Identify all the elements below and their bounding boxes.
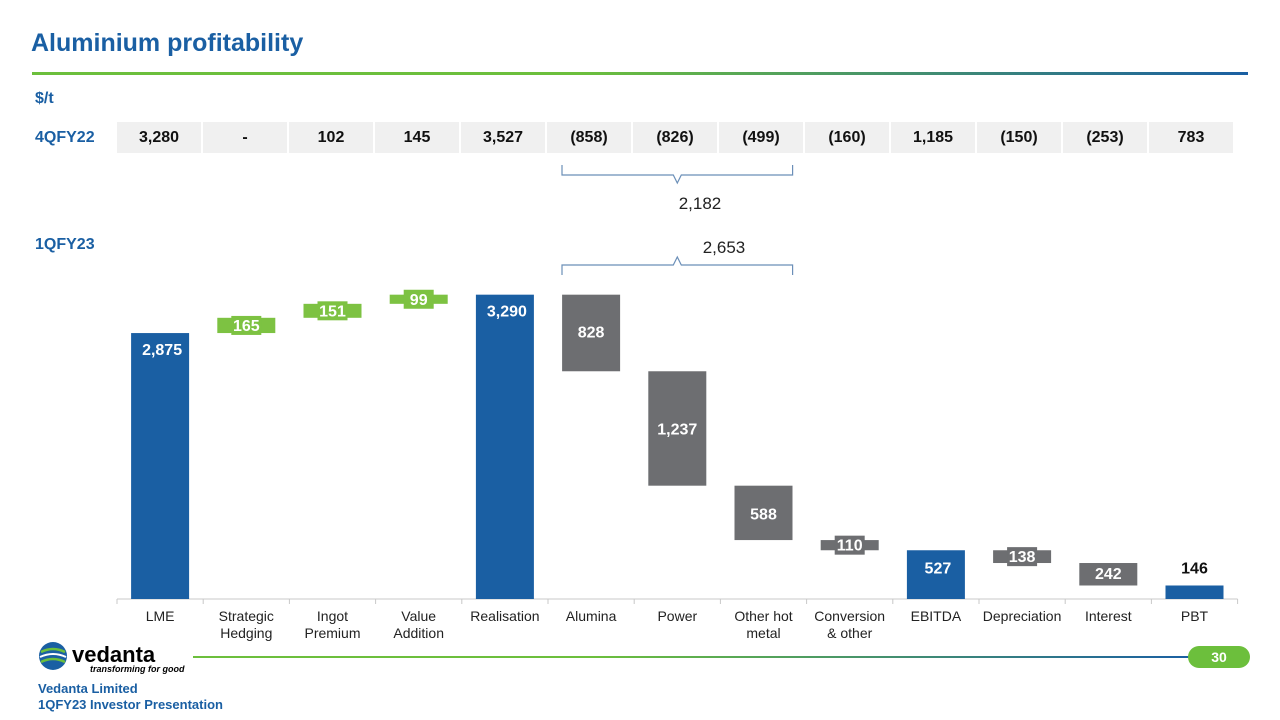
page-number-badge: 30 xyxy=(1188,646,1250,668)
bar-label-lme: 2,875 xyxy=(142,342,182,359)
x-tick-label: Strategic xyxy=(219,608,274,624)
unit-label: $/t xyxy=(35,90,54,107)
x-tick-label: Value xyxy=(401,608,436,624)
bar-label-box-strategic-hedging xyxy=(231,315,262,335)
bar-label-realisation: 3,290 xyxy=(487,304,527,321)
bar-label-ingot-premium: 151 xyxy=(319,303,346,320)
comparison-row-4qfy22: 3,280 - 102 145 3,527 (858) (826) (499) … xyxy=(117,122,1233,153)
bracket-label-1qfy23: 2,653 xyxy=(703,238,746,257)
bar-label-interest: 242 xyxy=(1095,566,1122,583)
x-tick-label: Alumina xyxy=(566,608,617,624)
vedanta-logo: vedanta transforming for good xyxy=(38,640,188,679)
comparison-cell: (858) xyxy=(547,122,631,153)
comparison-cell: 1,185 xyxy=(891,122,975,153)
bar-label-power: 1,237 xyxy=(657,421,697,438)
comparison-cell: 145 xyxy=(375,122,459,153)
bar-alumina xyxy=(562,294,621,372)
x-tick-label: metal xyxy=(746,625,780,641)
x-tick-label: Conversion xyxy=(814,608,885,624)
x-tick-label: Other hot xyxy=(734,608,792,624)
bar-lme xyxy=(131,333,190,599)
bar-label-conversion-other: 110 xyxy=(837,538,863,555)
comparison-cell: (150) xyxy=(977,122,1061,153)
bar-label-alumina: 828 xyxy=(578,325,605,342)
x-tick-label: Hedging xyxy=(220,625,272,641)
footer-company: Vedanta Limited 1QFY23 Investor Presenta… xyxy=(38,681,223,713)
bar-label-strategic-hedging: 165 xyxy=(233,318,260,335)
x-tick-label: PBT xyxy=(1181,608,1209,624)
bracket-label-4qfy22: 2,182 xyxy=(679,194,722,213)
bracket-4qfy22 xyxy=(561,165,794,185)
bar-label-value-addition: 99 xyxy=(410,292,428,309)
comparison-cell: (499) xyxy=(719,122,803,153)
bar-label-box-ingot-premium xyxy=(317,301,348,321)
company-name: Vedanta Limited xyxy=(38,681,138,696)
bar-interest xyxy=(1079,563,1138,586)
x-tick-label: Addition xyxy=(393,625,444,641)
bracket-1qfy23 xyxy=(561,255,794,275)
page-title: Aluminium profitability xyxy=(31,29,304,57)
x-tick-label: Realisation xyxy=(470,608,539,624)
bar-power xyxy=(648,371,707,486)
comparison-cell: - xyxy=(203,122,287,153)
brand-name: vedanta xyxy=(72,642,156,667)
bar-other-hot-metal xyxy=(734,485,793,541)
bar-pbt xyxy=(1165,585,1224,599)
comparison-cell: (160) xyxy=(805,122,889,153)
x-tick-label: Ingot xyxy=(317,608,348,624)
comparison-cell: 3,280 xyxy=(117,122,201,153)
x-tick-label: Interest xyxy=(1085,608,1132,624)
bar-ebitda xyxy=(906,550,965,599)
x-tick-label: & other xyxy=(827,625,872,641)
bar-label-other-hot-metal: 588 xyxy=(750,507,777,524)
presentation-name: 1QFY23 Investor Presentation xyxy=(38,697,223,712)
row-label-1qfy23: 1QFY23 xyxy=(35,236,95,253)
bar-label-box-conversion-other xyxy=(834,535,865,555)
x-tick-label: EBITDA xyxy=(911,608,962,624)
x-tick-label: Depreciation xyxy=(983,608,1062,624)
row-label-4qfy22: 4QFY22 xyxy=(35,129,95,146)
bar-label-depreciation: 138 xyxy=(1009,549,1036,566)
bar-label-pbt: 146 xyxy=(1181,560,1208,577)
bar-realisation xyxy=(475,294,534,599)
x-tick-label: Premium xyxy=(304,625,360,641)
title-divider xyxy=(32,72,1248,75)
brand-tagline: transforming for good xyxy=(90,664,185,674)
x-tick-label: Power xyxy=(657,608,697,624)
bar-label-ebitda: 527 xyxy=(925,560,952,577)
comparison-cell: (826) xyxy=(633,122,717,153)
footer-divider xyxy=(193,656,1193,658)
vedanta-globe-icon: vedanta transforming for good xyxy=(39,642,185,674)
bar-label-box-depreciation xyxy=(1007,547,1038,567)
comparison-cell: 3,527 xyxy=(461,122,545,153)
comparison-cell: 102 xyxy=(289,122,373,153)
comparison-cell: (253) xyxy=(1063,122,1147,153)
x-tick-label: LME xyxy=(146,608,175,624)
comparison-cell: 783 xyxy=(1149,122,1233,153)
bar-label-box-value-addition xyxy=(403,289,434,309)
